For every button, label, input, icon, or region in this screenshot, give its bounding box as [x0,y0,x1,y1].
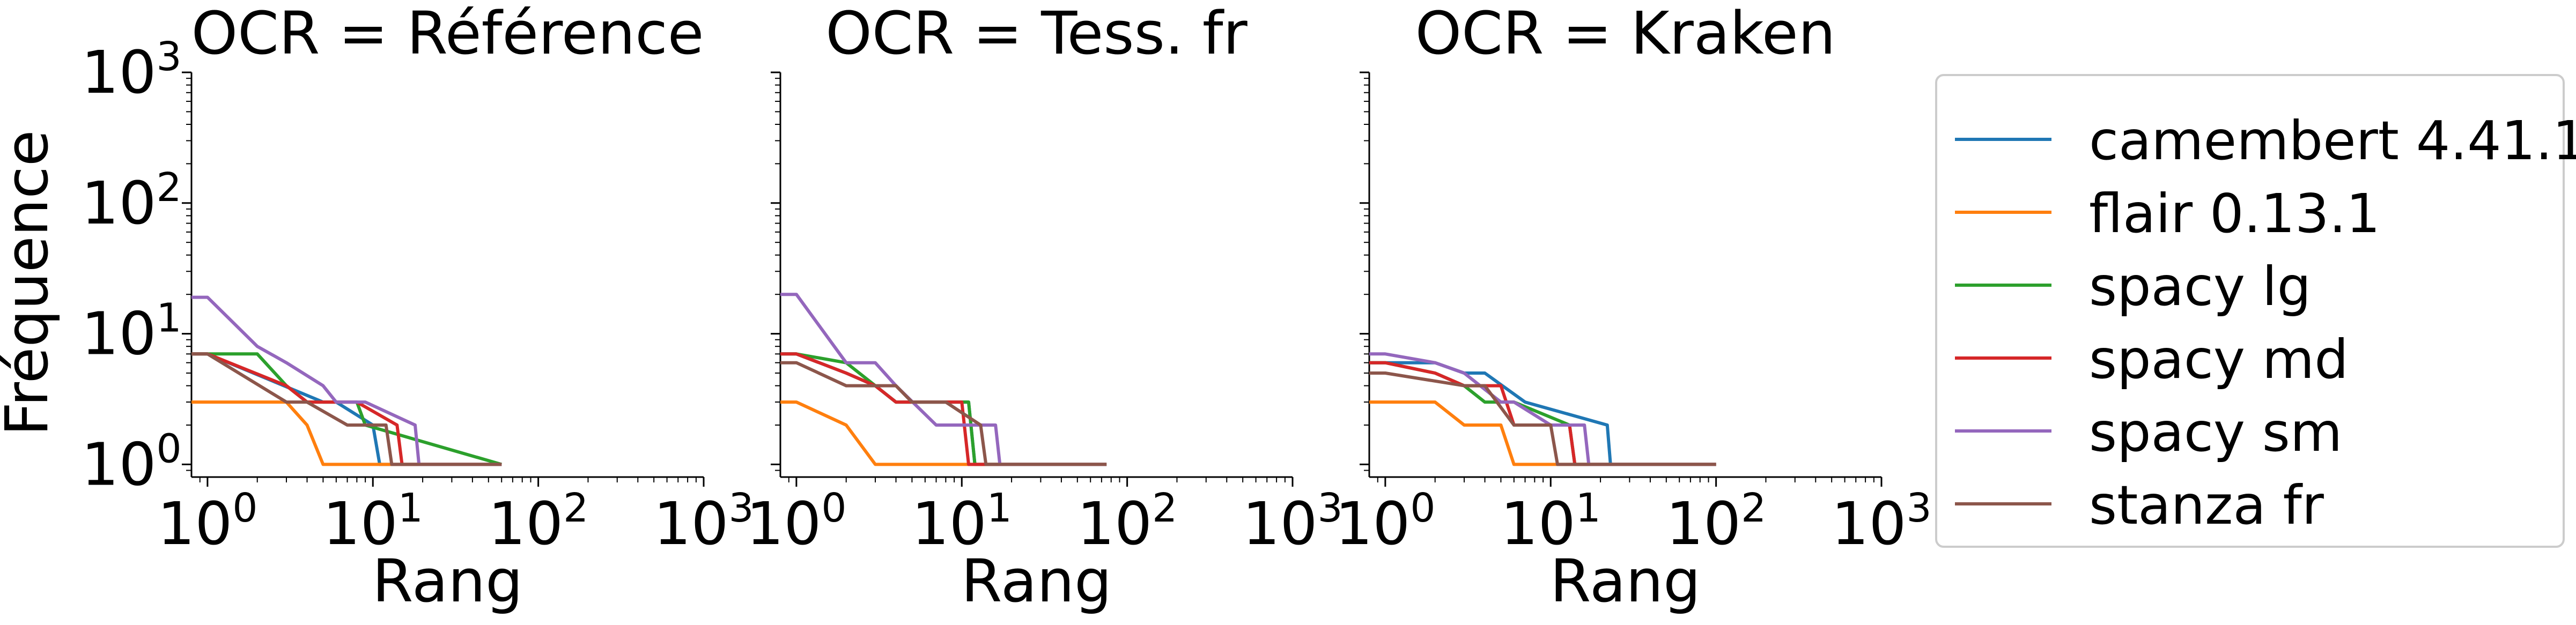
legend-label: spacy lg [2089,255,2311,318]
panel-title: OCR = Référence [191,0,704,68]
panel-title: OCR = Kraken [1415,0,1836,68]
x-axis-label: Rang [961,547,1112,615]
y-tick-label: 102 [81,165,181,237]
legend-label: spacy sm [2089,401,2342,464]
series-line-stanza-fr [780,361,1107,466]
x-tick-label: 102 [1077,485,1177,558]
series-line-stanza-fr [1369,371,1716,466]
y-tick-label: 103 [81,34,181,107]
y-axis-label: Fréquence [0,130,61,436]
x-tick-label: 100 [1335,485,1435,558]
series-line-flair-0-13-1 [1369,400,1716,466]
legend-box [1935,74,2565,548]
legend-label: spacy md [2089,328,2349,391]
legend-label: flair 0.13.1 [2089,182,2380,245]
x-axis-label: Rang [372,547,523,615]
x-tick-label: 102 [488,485,588,558]
series-line-flair-0-13-1 [780,400,1107,466]
x-axis-label: Rang [1550,547,1701,615]
y-tick-label: 100 [81,426,181,498]
legend: camembert 4.41.1 flair 0.13.1 spacy lg spac… [1935,74,2576,548]
series-line-camembert-4-41-1 [780,352,1107,466]
panel-2: OCR = Tess. fr 100 101 102 103 Rang [746,0,1342,615]
series-line-spacy-md [191,352,502,466]
x-tick-label: 103 [1242,485,1342,558]
series-line-spacy-md [1369,361,1716,466]
x-tick-label: 100 [746,485,846,558]
x-tick-label: 101 [912,485,1012,558]
series-line-stanza-fr [191,352,502,466]
x-tick-label: 103 [1831,485,1931,558]
series-line-spacy-sm [1369,352,1716,466]
series-line-camembert-4-41-1 [191,352,502,466]
series-line-flair-0-13-1 [191,400,502,466]
panel-3: OCR = Kraken 100 101 102 103 Rang [1335,0,1931,615]
legend-label: stanza fr [2089,474,2324,537]
series-line-spacy-lg [780,352,1107,466]
series-line-spacy-sm [191,295,502,466]
x-tick-label: 100 [157,485,257,558]
x-tick-label: 101 [323,485,423,558]
x-tick-label: 103 [653,485,754,558]
x-tick-label: 101 [1501,485,1601,558]
panel-1: OCR = Référence 100 101 102 103 100 101 102 103 R… [81,0,754,615]
series-line-spacy-md [780,352,1107,466]
y-tick-label: 101 [81,295,181,368]
legend-label: camembert 4.41.1 [2089,109,2576,172]
series-line-camembert-4-41-1 [1369,361,1716,466]
x-tick-label: 102 [1666,485,1766,558]
panel-title: OCR = Tess. fr [825,0,1248,68]
